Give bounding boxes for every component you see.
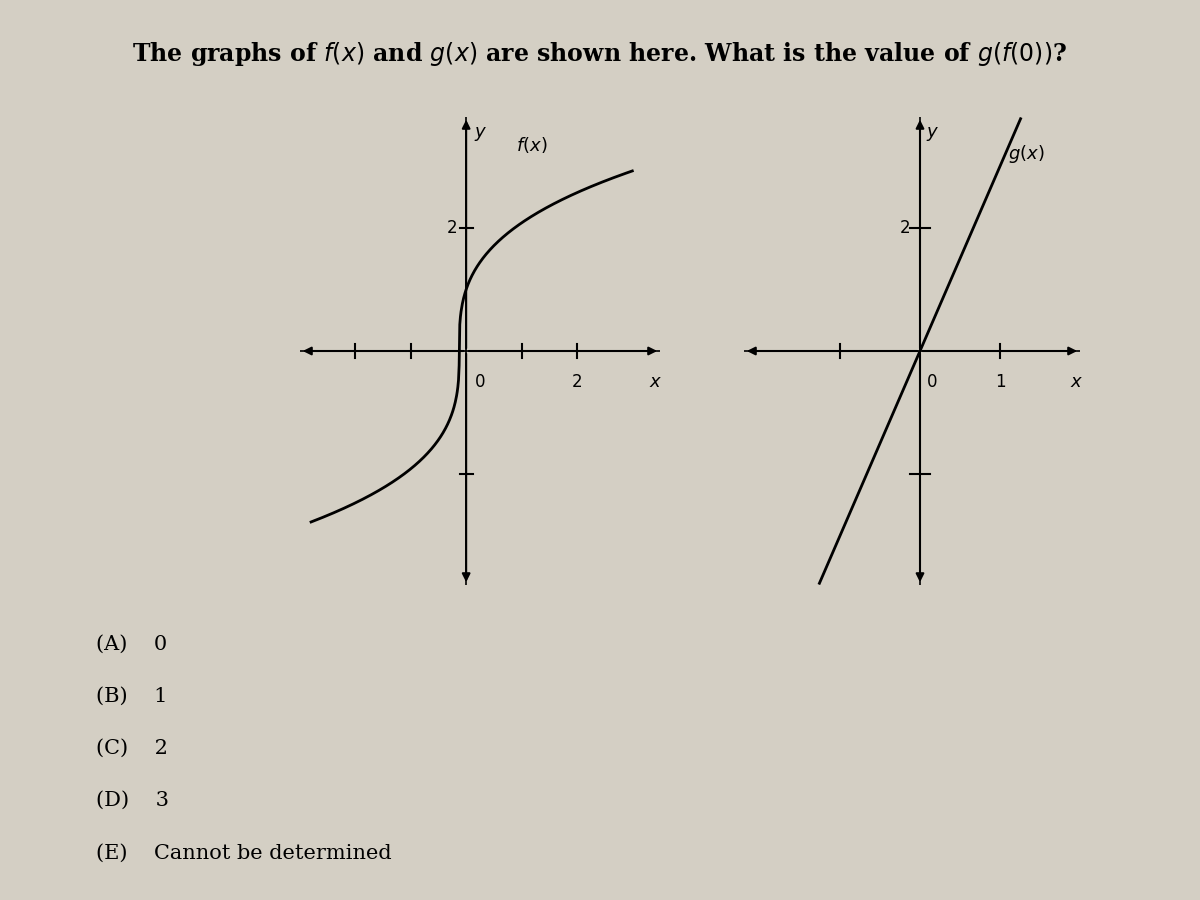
Text: (D)    3: (D) 3	[96, 791, 169, 810]
Text: 2: 2	[900, 219, 911, 237]
Text: 0: 0	[474, 373, 485, 391]
Text: y: y	[474, 123, 485, 141]
Text: $f(x)$: $f(x)$	[516, 136, 547, 156]
Text: (B)    1: (B) 1	[96, 687, 168, 706]
Text: 2: 2	[571, 373, 582, 391]
Text: (E)    Cannot be determined: (E) Cannot be determined	[96, 843, 391, 862]
Text: $g(x)$: $g(x)$	[1008, 143, 1044, 165]
Text: 1: 1	[995, 373, 1006, 391]
Text: 0: 0	[926, 373, 937, 391]
Text: The graphs of $f(x)$ and $g(x)$ are shown here. What is the value of $g(f(0))$?: The graphs of $f(x)$ and $g(x)$ are show…	[132, 40, 1068, 68]
Text: x: x	[1070, 373, 1081, 391]
Text: (A)    0: (A) 0	[96, 634, 167, 653]
Text: 2: 2	[448, 219, 458, 237]
Text: (C)    2: (C) 2	[96, 739, 168, 758]
Text: x: x	[649, 373, 660, 391]
Text: y: y	[926, 123, 937, 141]
